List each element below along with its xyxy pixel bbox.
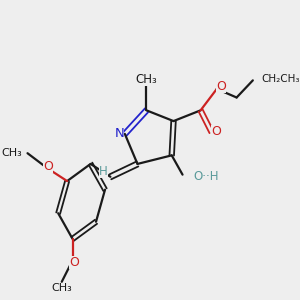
Text: O: O (216, 80, 226, 93)
Text: CH₃: CH₃ (1, 148, 22, 158)
Text: O··H: O··H (194, 170, 219, 183)
Text: O: O (43, 160, 53, 172)
Text: O: O (211, 125, 221, 138)
Text: N: N (115, 128, 124, 140)
Text: CH₂CH₃: CH₂CH₃ (262, 74, 300, 84)
Text: CH₃: CH₃ (51, 283, 72, 293)
Text: CH₃: CH₃ (136, 73, 158, 86)
Text: H: H (99, 165, 108, 178)
Text: O: O (69, 256, 79, 269)
